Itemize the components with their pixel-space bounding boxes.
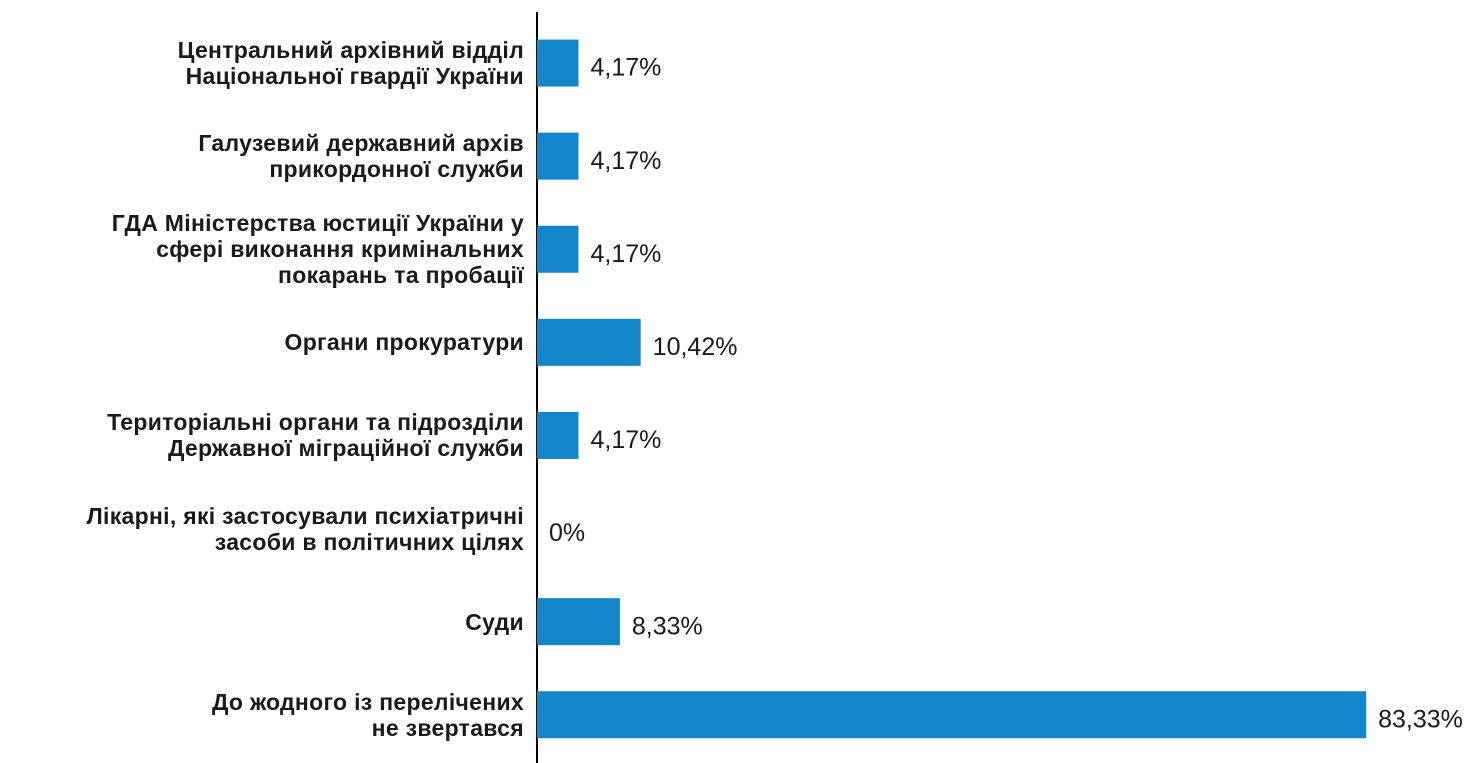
value-label: 8,33% (632, 612, 703, 640)
category-label: До жодного із перелічених не звертався (211, 688, 524, 741)
category-label: Органи прокуратури (284, 329, 524, 356)
category-label: ГДА Міністерства юстиції України у сфері… (111, 210, 524, 289)
bar (537, 411, 579, 459)
value-label: 4,17% (590, 54, 661, 82)
category-label: Центральний архівний відділ Національної… (177, 37, 524, 90)
value-label: 4,17% (590, 147, 661, 175)
bar (537, 39, 579, 87)
value-label: 0% (549, 519, 585, 547)
bar (537, 598, 620, 646)
value-label: 4,17% (590, 240, 661, 268)
bar (537, 691, 1367, 739)
category-label: Територіальні органи та підрозділи Держа… (107, 409, 524, 462)
value-label: 4,17% (590, 426, 661, 454)
category-label: Галузевий державний архів прикордонної с… (198, 130, 524, 183)
bar (537, 225, 579, 273)
category-label: Суди (465, 608, 524, 635)
bar (537, 132, 579, 180)
category-label: Лікарні, які застосували психіатричні за… (86, 502, 524, 555)
value-label: 83,33% (1378, 705, 1463, 733)
value-label: 10,42% (653, 333, 738, 361)
bar (537, 318, 641, 366)
